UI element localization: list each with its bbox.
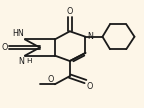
Text: O: O (1, 43, 8, 52)
Text: N: N (18, 57, 24, 66)
Text: N: N (87, 32, 93, 41)
Text: O: O (67, 7, 73, 16)
Text: HN: HN (12, 29, 24, 38)
Text: O: O (87, 82, 93, 91)
Text: H: H (26, 58, 32, 64)
Text: O: O (48, 75, 54, 84)
